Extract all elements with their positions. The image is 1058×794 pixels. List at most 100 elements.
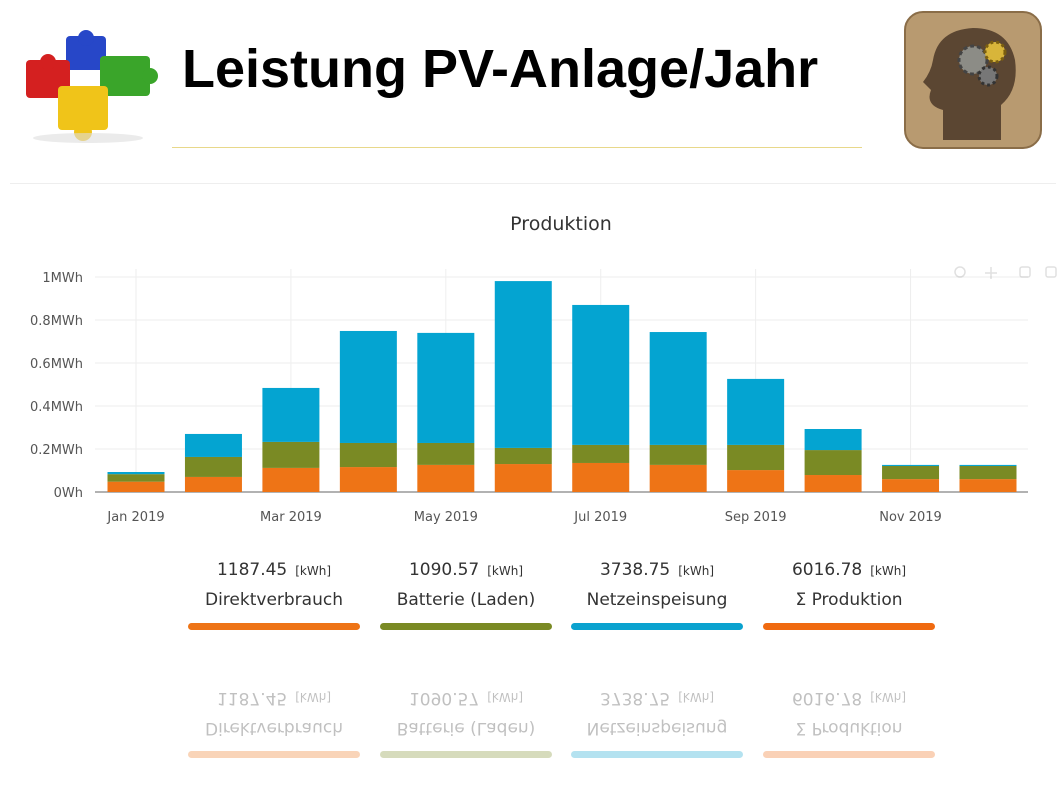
summary-value: 3738.75 — [599, 688, 671, 708]
x-tick-label: Sep 2019 — [725, 510, 787, 525]
summary-label: Batterie (Laden) — [396, 718, 536, 738]
summary-reflection-1[interactable]: 1187.45 [kWh] Direktverbrauch — [188, 688, 360, 758]
bar-direktverbrauch-8[interactable] — [649, 464, 707, 492]
summary-value: 1090.57 — [408, 688, 480, 708]
summary-label: Direktverbrauch — [204, 718, 343, 738]
summary-label: Netzeinspeisung — [586, 590, 728, 610]
summary-value: 1187.45 — [216, 560, 288, 580]
summary-value: 1090.57 — [408, 560, 480, 580]
bar-batterie-laden--8[interactable] — [649, 444, 707, 465]
bar-direktverbrauch-3[interactable] — [262, 467, 320, 492]
summary-label: Netzeinspeisung — [586, 718, 728, 738]
bar-netzeinspeisung-1[interactable] — [107, 472, 165, 475]
chart-title: Produktion — [510, 213, 612, 235]
panel-divider — [10, 183, 1056, 184]
bar-direktverbrauch-2[interactable] — [184, 476, 242, 492]
bar-netzeinspeisung-3[interactable] — [262, 387, 320, 442]
bar-netzeinspeisung-4[interactable] — [339, 330, 397, 443]
x-tick-label: Mar 2019 — [260, 510, 322, 525]
bar-batterie-laden--1[interactable] — [107, 474, 165, 482]
summary-reflection-3[interactable]: 3738.75 [kWh] Netzeinspeisung — [571, 688, 743, 758]
zoom-icon[interactable] — [954, 266, 966, 278]
pan-icon[interactable] — [985, 267, 997, 279]
summary-value-line: 3738.75 [kWh] — [571, 688, 743, 708]
download-icon[interactable] — [1045, 266, 1057, 278]
summary-card-3[interactable]: 3738.75 [kWh] Netzeinspeisung — [571, 560, 743, 630]
summary-color-bar — [571, 623, 743, 630]
bar-batterie-laden--11[interactable] — [882, 465, 940, 480]
summary-unit: [kWh] — [295, 564, 332, 578]
bar-direktverbrauch-9[interactable] — [727, 470, 785, 492]
summary-value-line: 1187.45 [kWh] — [188, 688, 360, 708]
summary-color-bar — [188, 623, 360, 630]
bar-netzeinspeisung-5[interactable] — [417, 332, 475, 443]
summary-label: Batterie (Laden) — [396, 590, 536, 610]
summary-unit: [kWh] — [295, 690, 332, 704]
bar-direktverbrauch-1[interactable] — [107, 481, 165, 492]
bar-direktverbrauch-4[interactable] — [339, 467, 397, 492]
summary-value: 6016.78 — [791, 560, 863, 580]
summary-color-bar — [571, 751, 743, 758]
summary-unit: [kWh] — [678, 564, 715, 578]
bar-netzeinspeisung-6[interactable] — [494, 281, 552, 448]
bar-netzeinspeisung-8[interactable] — [649, 332, 707, 445]
y-tick-label: 0.2MWh — [30, 443, 83, 458]
y-tick-label: 0.6MWh — [30, 357, 83, 372]
x-tick-label: Jul 2019 — [573, 510, 627, 525]
summary-value-line: 1090.57 [kWh] — [380, 560, 552, 580]
bar-batterie-laden--10[interactable] — [804, 450, 862, 476]
bar-netzeinspeisung-9[interactable] — [727, 378, 785, 445]
summary-unit: [kWh] — [678, 690, 715, 704]
bar-direktverbrauch-12[interactable] — [959, 479, 1017, 492]
bar-batterie-laden--3[interactable] — [262, 441, 320, 468]
slide-title: Leistung PV-Anlage/Jahr — [182, 39, 819, 99]
bar-netzeinspeisung-7[interactable] — [572, 304, 630, 445]
summary-unit: [kWh] — [870, 690, 907, 704]
summary-reflection-4[interactable]: 6016.78 [kWh] Σ Produktion — [763, 688, 935, 758]
y-tick-label: 0.4MWh — [30, 400, 83, 415]
y-tick-label: 0.8MWh — [30, 314, 83, 329]
y-tick-label: 1MWh — [42, 271, 83, 286]
x-tick-label: Jan 2019 — [106, 510, 164, 525]
summary-card-1[interactable]: 1187.45 [kWh] Direktverbrauch — [188, 560, 360, 630]
summary-color-bar — [763, 751, 935, 758]
y-tick-label: 0Wh — [54, 486, 83, 501]
production-chart: Produktion 0Wh 0.2MWh 0.4MWh 0.6MWh 0.8MWh 1M… — [30, 213, 1057, 525]
bar-netzeinspeisung-11[interactable] — [882, 464, 940, 466]
bar-batterie-laden--7[interactable] — [572, 444, 630, 463]
summary-card-2[interactable]: 1090.57 [kWh] Batterie (Laden) — [380, 560, 552, 630]
summary-card-4[interactable]: 6016.78 [kWh] Σ Produktion — [763, 560, 935, 630]
bar-netzeinspeisung-10[interactable] — [804, 429, 862, 451]
reset-icon[interactable] — [1019, 266, 1031, 278]
bar-netzeinspeisung-2[interactable] — [184, 433, 242, 457]
summary-color-bar — [380, 623, 552, 630]
summary-unit: [kWh] — [870, 564, 907, 578]
summary-label: Σ Produktion — [795, 718, 903, 738]
title-divider — [172, 147, 862, 148]
summary-value-line: 6016.78 [kWh] — [763, 560, 935, 580]
puzzle-icon — [26, 30, 158, 143]
chart-toolbar — [954, 266, 1057, 279]
bar-direktverbrauch-7[interactable] — [572, 462, 630, 492]
x-tick-label: Nov 2019 — [879, 510, 942, 525]
bar-direktverbrauch-11[interactable] — [882, 479, 940, 492]
summary-value: 6016.78 — [791, 688, 863, 708]
bar-direktverbrauch-5[interactable] — [417, 464, 475, 492]
bar-netzeinspeisung-12[interactable] — [959, 464, 1017, 466]
summary-unit: [kWh] — [487, 690, 524, 704]
summary-color-bar — [763, 623, 935, 630]
summary-value-line: 1187.45 [kWh] — [188, 560, 360, 580]
summary-color-bar — [380, 751, 552, 758]
bar-batterie-laden--9[interactable] — [727, 444, 785, 471]
bar-batterie-laden--2[interactable] — [184, 456, 242, 477]
bar-direktverbrauch-6[interactable] — [494, 464, 552, 492]
bar-direktverbrauch-10[interactable] — [804, 475, 862, 492]
bar-batterie-laden--5[interactable] — [417, 442, 475, 465]
summary-reflection-2[interactable]: 1090.57 [kWh] Batterie (Laden) — [380, 688, 552, 758]
summary-value-line: 1090.57 [kWh] — [380, 688, 552, 708]
bar-batterie-laden--6[interactable] — [494, 447, 552, 465]
summary-label: Direktverbrauch — [204, 590, 343, 610]
bar-batterie-laden--12[interactable] — [959, 465, 1017, 480]
summary-value: 1187.45 — [216, 688, 288, 708]
bar-batterie-laden--4[interactable] — [339, 442, 397, 468]
